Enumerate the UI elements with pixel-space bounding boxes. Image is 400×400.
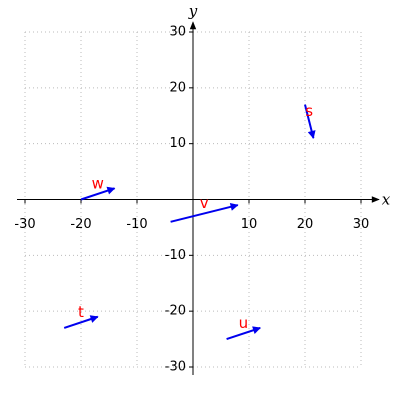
vector-arrow xyxy=(63,315,99,329)
vector-arrow xyxy=(170,202,239,223)
y-axis-label: y xyxy=(188,2,198,20)
vector-label: s xyxy=(305,102,313,120)
vector-label: v xyxy=(200,194,209,212)
x-tick-label: 30 xyxy=(353,217,370,232)
x-tick-label: 10 xyxy=(241,217,258,232)
x-tick-label: -20 xyxy=(70,217,91,232)
x-tick-label: -30 xyxy=(14,217,35,232)
y-tick-label: 30 xyxy=(169,25,186,40)
y-tick-label: -10 xyxy=(165,248,186,263)
vector-arrow xyxy=(80,186,116,201)
vector-arrow xyxy=(304,104,316,139)
vector-label: t xyxy=(78,303,84,321)
x-tick-label: -10 xyxy=(126,217,147,232)
y-tick-label: 10 xyxy=(169,136,186,151)
vector-label: w xyxy=(92,174,104,192)
vector-arrow xyxy=(226,326,261,341)
vector-label: u xyxy=(239,314,249,332)
x-axis-label: x xyxy=(382,191,391,209)
y-tick-label: 20 xyxy=(169,80,186,95)
y-tick-label: -30 xyxy=(165,360,186,375)
y-tick-label: -20 xyxy=(165,304,186,319)
x-tick-label: 20 xyxy=(297,217,314,232)
